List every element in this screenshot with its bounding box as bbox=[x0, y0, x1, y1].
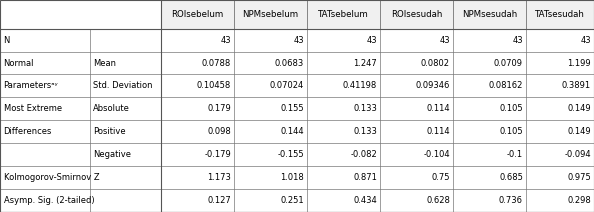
Bar bbox=[0, 0, 161, 29]
Text: 0.149: 0.149 bbox=[567, 127, 591, 136]
Text: NPMsebelum: NPMsebelum bbox=[242, 10, 298, 19]
Text: -0.104: -0.104 bbox=[424, 150, 450, 159]
Text: TATsesudah: TATsesudah bbox=[535, 10, 585, 19]
Text: Std. Deviation: Std. Deviation bbox=[93, 81, 153, 91]
Text: 0.07024: 0.07024 bbox=[270, 81, 304, 91]
Text: 43: 43 bbox=[293, 36, 304, 45]
Text: 0.0802: 0.0802 bbox=[421, 59, 450, 67]
Text: -0.1: -0.1 bbox=[507, 150, 523, 159]
Text: 1.199: 1.199 bbox=[567, 59, 591, 67]
Text: 0.251: 0.251 bbox=[280, 196, 304, 205]
Text: Differences: Differences bbox=[4, 127, 52, 136]
Text: 0.133: 0.133 bbox=[353, 104, 377, 113]
Text: 0.127: 0.127 bbox=[207, 196, 231, 205]
Text: ROIsesudah: ROIsesudah bbox=[391, 10, 442, 19]
Text: Negative: Negative bbox=[93, 150, 131, 159]
Text: 0.298: 0.298 bbox=[567, 196, 591, 205]
Text: 0.08162: 0.08162 bbox=[489, 81, 523, 91]
Text: 0.10458: 0.10458 bbox=[197, 81, 231, 91]
Text: 0.0683: 0.0683 bbox=[274, 59, 304, 67]
Text: Asymp. Sig. (2-tailed): Asymp. Sig. (2-tailed) bbox=[4, 196, 94, 205]
Text: 0.685: 0.685 bbox=[499, 173, 523, 182]
Text: 0.434: 0.434 bbox=[353, 196, 377, 205]
Text: 1.173: 1.173 bbox=[207, 173, 231, 182]
Text: -0.179: -0.179 bbox=[204, 150, 231, 159]
Text: 0.75: 0.75 bbox=[431, 173, 450, 182]
Text: 0.41198: 0.41198 bbox=[343, 81, 377, 91]
Text: 0.155: 0.155 bbox=[280, 104, 304, 113]
Text: 0.736: 0.736 bbox=[499, 196, 523, 205]
Text: 0.105: 0.105 bbox=[500, 127, 523, 136]
Bar bbox=[526, 0, 594, 29]
Bar bbox=[161, 0, 234, 29]
Text: NPMsesudah: NPMsesudah bbox=[462, 10, 517, 19]
Text: 0.871: 0.871 bbox=[353, 173, 377, 182]
Text: 0.105: 0.105 bbox=[500, 104, 523, 113]
Text: Kolmogorov-Smirnov Z: Kolmogorov-Smirnov Z bbox=[4, 173, 99, 182]
Text: 0.149: 0.149 bbox=[567, 104, 591, 113]
Text: 0.179: 0.179 bbox=[207, 104, 231, 113]
Text: 43: 43 bbox=[440, 36, 450, 45]
Text: Normal: Normal bbox=[4, 59, 34, 67]
Text: -0.155: -0.155 bbox=[277, 150, 304, 159]
Text: 0.0788: 0.0788 bbox=[202, 59, 231, 67]
Text: 0.975: 0.975 bbox=[567, 173, 591, 182]
Text: 0.144: 0.144 bbox=[280, 127, 304, 136]
Bar bbox=[307, 0, 380, 29]
Text: 43: 43 bbox=[366, 36, 377, 45]
Text: N: N bbox=[4, 36, 10, 45]
Text: 0.114: 0.114 bbox=[426, 127, 450, 136]
Text: 0.3891: 0.3891 bbox=[562, 81, 591, 91]
Text: Parametersᵃʸ: Parametersᵃʸ bbox=[4, 81, 58, 91]
Text: 43: 43 bbox=[220, 36, 231, 45]
Text: 43: 43 bbox=[580, 36, 591, 45]
Text: Mean: Mean bbox=[93, 59, 116, 67]
Text: Positive: Positive bbox=[93, 127, 126, 136]
Text: 1.247: 1.247 bbox=[353, 59, 377, 67]
Text: 43: 43 bbox=[513, 36, 523, 45]
Text: ROIsebelum: ROIsebelum bbox=[171, 10, 223, 19]
Text: 0.628: 0.628 bbox=[426, 196, 450, 205]
Text: TATsebelum: TATsebelum bbox=[318, 10, 369, 19]
Text: 0.133: 0.133 bbox=[353, 127, 377, 136]
Text: 0.098: 0.098 bbox=[207, 127, 231, 136]
Text: 0.0709: 0.0709 bbox=[494, 59, 523, 67]
Text: 0.09346: 0.09346 bbox=[416, 81, 450, 91]
Text: Absolute: Absolute bbox=[93, 104, 130, 113]
Bar bbox=[234, 0, 307, 29]
Text: -0.082: -0.082 bbox=[350, 150, 377, 159]
Bar bbox=[380, 0, 453, 29]
Text: 1.018: 1.018 bbox=[280, 173, 304, 182]
Text: 0.114: 0.114 bbox=[426, 104, 450, 113]
Text: Most Extreme: Most Extreme bbox=[4, 104, 62, 113]
Text: -0.094: -0.094 bbox=[564, 150, 591, 159]
Bar bbox=[453, 0, 526, 29]
